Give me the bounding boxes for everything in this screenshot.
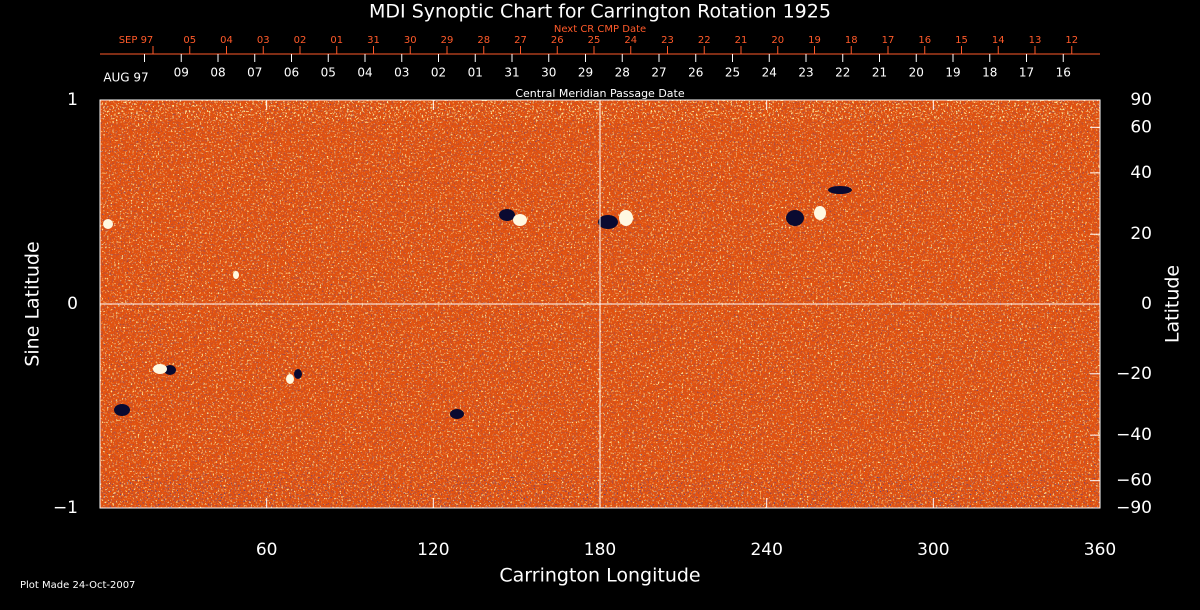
top-date-label: 14 bbox=[992, 35, 1005, 46]
cmp-date-label: 24 bbox=[762, 66, 777, 80]
cmp-date-label: 07 bbox=[247, 66, 262, 80]
y2-tick-label: 20 bbox=[1130, 224, 1152, 244]
x-tick-label: 300 bbox=[917, 540, 949, 560]
x-tick-label: 180 bbox=[584, 540, 616, 560]
x-tick-label: 360 bbox=[1084, 540, 1116, 560]
cmp-date-label: 05 bbox=[321, 66, 336, 80]
top-date-label: 17 bbox=[882, 35, 895, 46]
x-tick-label: 120 bbox=[417, 540, 449, 560]
top-date-label: 04 bbox=[220, 35, 233, 46]
top-date-label: 30 bbox=[404, 35, 417, 46]
y2-tick-label: 40 bbox=[1130, 163, 1152, 183]
top-date-label: 21 bbox=[735, 35, 748, 46]
cmp-date-label: 30 bbox=[541, 66, 556, 80]
cmp-date-label: 19 bbox=[945, 66, 960, 80]
cmp-date-label: 08 bbox=[210, 66, 225, 80]
cmp-date-label: 28 bbox=[615, 66, 630, 80]
x-tick-label: 240 bbox=[750, 540, 782, 560]
cmp-date-label: 16 bbox=[1056, 66, 1071, 80]
top-date-label: 26 bbox=[551, 35, 564, 46]
top-date-label: 12 bbox=[1065, 35, 1078, 46]
cmp-date-label: 03 bbox=[394, 66, 409, 80]
y2-axis-label: Latitude bbox=[1162, 265, 1184, 343]
top-date-label: 27 bbox=[514, 35, 527, 46]
cmp-date-label: 06 bbox=[284, 66, 299, 80]
top-date-label: SEP 97 bbox=[119, 35, 154, 46]
footer: Plot Made 24-Oct-2007 bbox=[20, 580, 135, 591]
top-date-label: 19 bbox=[808, 35, 821, 46]
top-date-label: 31 bbox=[367, 35, 380, 46]
top-date-label: 02 bbox=[294, 35, 307, 46]
top-date-label: 22 bbox=[698, 35, 711, 46]
cmp-axis-label: Central Meridian Passage Date bbox=[515, 87, 684, 100]
cmp-date-label: AUG 97 bbox=[103, 71, 148, 85]
y-tick-label: 1 bbox=[67, 90, 78, 110]
cmp-date-label: 01 bbox=[468, 66, 483, 80]
cmp-date-label: 27 bbox=[651, 66, 666, 80]
top-date-label: 24 bbox=[624, 35, 637, 46]
top-date-label: 16 bbox=[918, 35, 931, 46]
top-date-label: 29 bbox=[441, 35, 454, 46]
x-tick-label: 60 bbox=[256, 540, 278, 560]
chart-title: MDI Synoptic Chart for Carrington Rotati… bbox=[369, 1, 831, 23]
y2-tick-label: −40 bbox=[1116, 425, 1152, 445]
cmp-date-label: 23 bbox=[798, 66, 813, 80]
cmp-date-label: 09 bbox=[174, 66, 189, 80]
top-date-label: 18 bbox=[845, 35, 858, 46]
top-date-label: 01 bbox=[330, 35, 343, 46]
top-date-label: 05 bbox=[183, 35, 196, 46]
top-date-label: 25 bbox=[588, 35, 601, 46]
cmp-date-label: 04 bbox=[357, 66, 372, 80]
cmp-date-label: 17 bbox=[1019, 66, 1034, 80]
top-date-label: 23 bbox=[661, 35, 674, 46]
cmp-date-label: 18 bbox=[982, 66, 997, 80]
cmp-date-label: 31 bbox=[504, 66, 519, 80]
top-date-label: 28 bbox=[477, 35, 490, 46]
cmp-date-label: 25 bbox=[725, 66, 740, 80]
cmp-date-label: 21 bbox=[872, 66, 887, 80]
y2-tick-label: 90 bbox=[1130, 90, 1152, 110]
y-tick-label: −1 bbox=[53, 498, 78, 518]
y2-tick-label: −20 bbox=[1116, 364, 1152, 384]
y2-tick-label: 0 bbox=[1141, 294, 1152, 314]
y2-tick-label: −60 bbox=[1116, 471, 1152, 491]
top-date-label: 03 bbox=[257, 35, 270, 46]
top-date-label: 13 bbox=[1029, 35, 1042, 46]
y-axis-label: Sine Latitude bbox=[22, 241, 44, 366]
top-date-label: 15 bbox=[955, 35, 968, 46]
y2-tick-label: −90 bbox=[1116, 498, 1152, 518]
cmp-date-label: 02 bbox=[431, 66, 446, 80]
top-date-label: 20 bbox=[771, 35, 784, 46]
cmp-date-label: 20 bbox=[909, 66, 924, 80]
x-axis-label: Carrington Longitude bbox=[499, 565, 700, 587]
cmp-date-label: 22 bbox=[835, 66, 850, 80]
y2-tick-label: 60 bbox=[1130, 117, 1152, 137]
top-axis-label: Next CR CMP Date bbox=[554, 24, 646, 35]
y-tick-label: 0 bbox=[67, 294, 78, 314]
cmp-date-label: 26 bbox=[688, 66, 703, 80]
cmp-date-label: 29 bbox=[578, 66, 593, 80]
